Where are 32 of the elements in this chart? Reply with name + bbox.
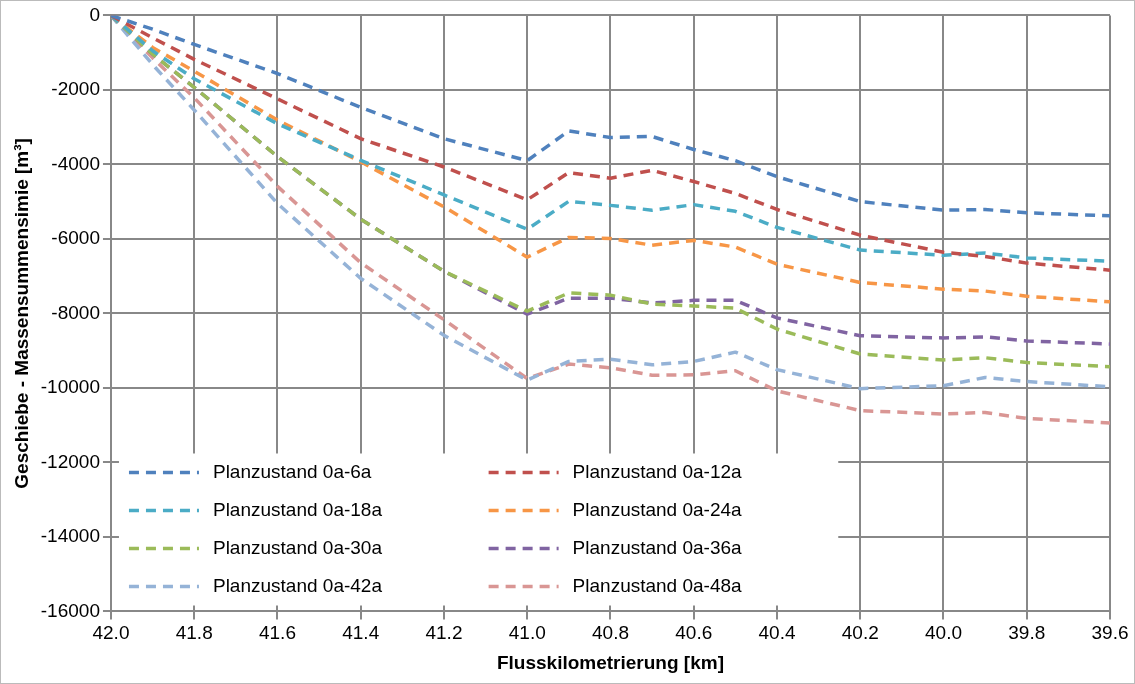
x-tick-label: 41.8 [175,622,213,644]
legend-label: Planzustand 0a-6a [212,460,372,482]
x-axis-title: Flusskilometrierung [km] [496,651,724,673]
x-tick-label: 42.0 [92,622,130,644]
y-tick-label: -6000 [51,227,100,249]
legend-label: Planzustand 0a-12a [572,460,743,482]
x-tick-label: 39.6 [1091,622,1129,644]
y-tick-label: -4000 [51,152,100,174]
x-tick-label: 41.6 [258,622,296,644]
y-tick-label: -10000 [40,376,100,398]
x-tick-label: 40.6 [675,622,713,644]
x-tick-label: 40.2 [841,622,879,644]
y-tick-label: -8000 [51,301,100,323]
x-tick-label: 41.4 [342,622,380,644]
x-tick-label: 40.0 [925,622,962,644]
legend-label: Planzustand 0a-48a [572,574,743,596]
legend-label: Planzustand 0a-24a [572,498,743,520]
y-tick-label: -2000 [51,78,100,100]
y-tick-label: -14000 [40,525,100,547]
y-tick-label: -16000 [40,599,100,621]
y-axis-title: Geschiebe - Massensummensimie [m³] [10,138,32,489]
legend-label: Planzustand 0a-18a [212,498,383,520]
x-tick-label: 40.8 [591,622,629,644]
x-tick-label: 41.2 [425,622,463,644]
legend-label: Planzustand 0a-36a [572,536,743,558]
legend-label: Planzustand 0a-42a [212,574,383,596]
y-tick-label: 0 [89,3,100,25]
legend-label: Planzustand 0a-30a [212,536,383,558]
x-tick-label: 39.8 [1008,622,1046,644]
x-tick-label: 40.4 [758,622,796,644]
y-tick-label: -12000 [40,450,100,472]
x-tick-label: 41.0 [508,622,546,644]
